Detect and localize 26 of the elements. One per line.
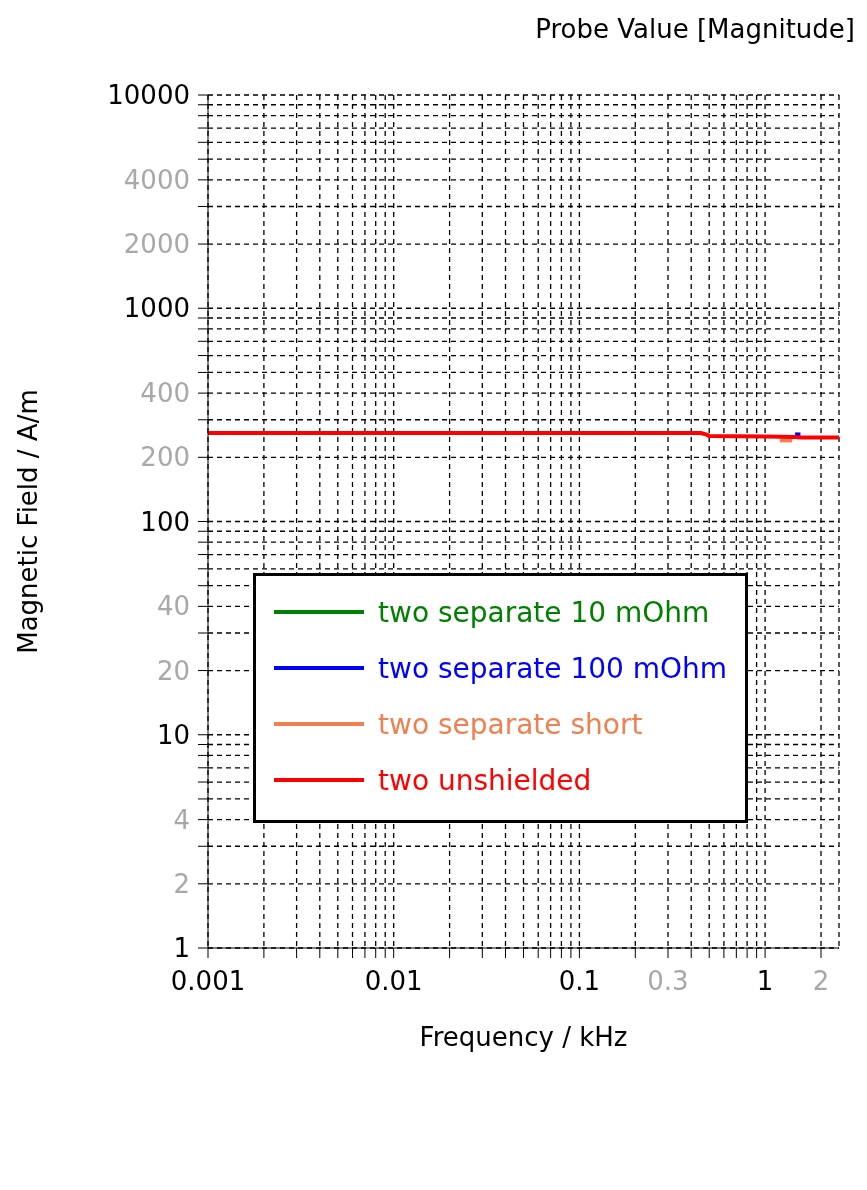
y-tick-label: 10000 bbox=[107, 80, 190, 110]
y-tick-label: 2 bbox=[173, 868, 190, 899]
x-tick-label: 0.1 bbox=[558, 966, 601, 996]
x-tick-label: 0.001 bbox=[170, 966, 246, 996]
y-tick-label: 1000 bbox=[123, 293, 190, 324]
x-tick-label: 2 bbox=[812, 966, 830, 996]
y-tick-label: 2000 bbox=[123, 229, 190, 260]
y-axis-title: Magnetic Field / A/m bbox=[13, 389, 44, 654]
x-tick-label: 0.3 bbox=[647, 966, 689, 996]
legend-label: two separate 10 mOhm bbox=[378, 595, 710, 629]
y-tick-label: 10 bbox=[156, 719, 190, 750]
y-tick-label: 100 bbox=[140, 506, 190, 537]
x-axis-title: Frequency / kHz bbox=[419, 1022, 628, 1052]
y-tick-label: 4000 bbox=[123, 164, 190, 195]
y-tick-label: 400 bbox=[140, 378, 190, 409]
y-tick-label: 40 bbox=[156, 591, 190, 622]
y-tick-label: 4 bbox=[173, 804, 190, 835]
x-tick-label: 0.01 bbox=[364, 966, 423, 996]
legend-label: two separate 100 mOhm bbox=[378, 651, 728, 685]
x-tick-label: 1 bbox=[756, 966, 774, 996]
legend-label: two separate short bbox=[378, 707, 643, 741]
legend-label: two unshielded bbox=[378, 763, 592, 797]
chart-title: Probe Value [Magnitude] bbox=[535, 14, 855, 44]
y-tick-label: 20 bbox=[156, 655, 190, 686]
y-tick-label: 1 bbox=[173, 933, 190, 963]
y-tick-label: 200 bbox=[140, 442, 190, 473]
